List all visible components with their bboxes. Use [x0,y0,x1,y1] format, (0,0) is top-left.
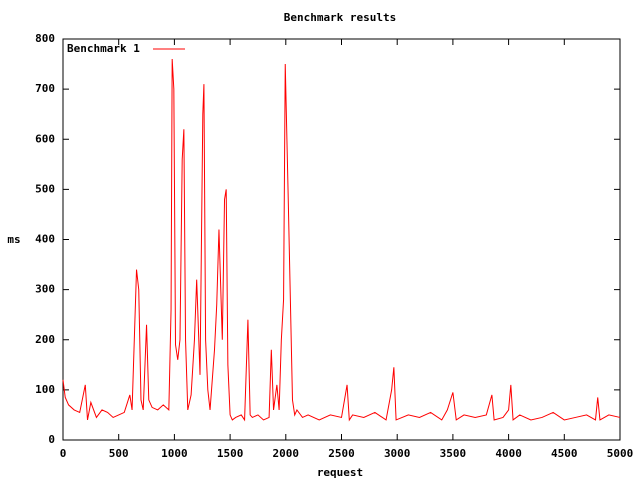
x-tick-label: 4000 [495,447,522,460]
x-axis-label: request [317,466,363,479]
x-tick-label: 500 [109,447,129,460]
x-tick-label: 2500 [328,447,355,460]
y-axis-label: ms [7,233,20,246]
x-tick-label: 4500 [551,447,578,460]
y-tick-label: 100 [35,383,55,396]
x-tick-label: 5000 [607,447,634,460]
chart-title: Benchmark results [284,11,397,24]
series-line [62,59,621,422]
x-tick-label: 3500 [440,447,467,460]
y-tick-label: 700 [35,82,55,95]
y-tick-label: 800 [35,32,55,45]
x-tick-label: 3000 [384,447,411,460]
y-tick-label: 600 [35,132,55,145]
x-tick-label: 1500 [217,447,244,460]
x-tick-label: 1000 [161,447,188,460]
legend-label: Benchmark 1 [67,42,140,55]
y-tick-label: 400 [35,233,55,246]
y-tick-label: 0 [48,433,55,446]
x-tick-label: 2000 [273,447,300,460]
y-tick-label: 200 [35,333,55,346]
y-tick-label: 300 [35,283,55,296]
x-tick-label: 0 [60,447,67,460]
y-tick-label: 500 [35,182,55,195]
